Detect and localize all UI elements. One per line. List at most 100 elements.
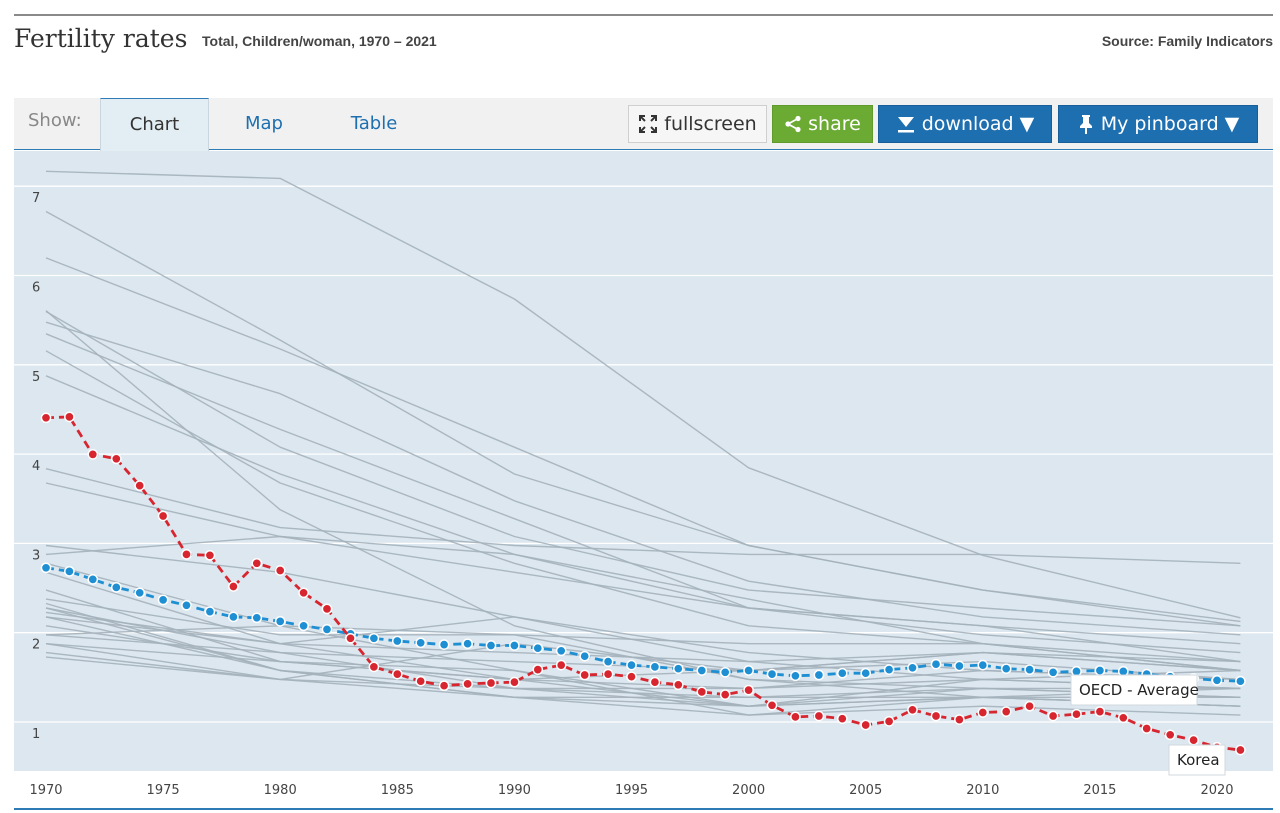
korea-point-1978[interactable] xyxy=(228,581,239,592)
oecd-average-point-1989[interactable] xyxy=(485,640,497,651)
oecd-average-point-1973[interactable] xyxy=(110,582,122,593)
korea-point-2016[interactable] xyxy=(1117,712,1129,724)
korea-point-1977[interactable] xyxy=(204,549,216,561)
korea-point-1999[interactable] xyxy=(719,689,731,700)
korea-point-2019[interactable] xyxy=(1188,734,1199,746)
korea-point-2000[interactable] xyxy=(743,684,754,696)
korea-point-1996[interactable] xyxy=(649,676,661,688)
korea-point-2015[interactable] xyxy=(1094,706,1106,717)
oecd-average-point-1984[interactable] xyxy=(368,632,380,644)
share-button[interactable]: share xyxy=(772,105,873,143)
korea-point-1998[interactable] xyxy=(696,686,708,698)
oecd-average-point-2021[interactable] xyxy=(1235,675,1246,687)
korea-point-2002[interactable] xyxy=(790,711,801,723)
oecd-average-point-1999[interactable] xyxy=(719,666,731,678)
pinboard-button[interactable]: My pinboard ▼ xyxy=(1058,105,1258,143)
korea-point-1982[interactable] xyxy=(321,603,333,615)
oecd-average-point-1996[interactable] xyxy=(649,661,661,673)
korea-point-1976[interactable] xyxy=(181,549,192,560)
oecd-average-point-1971[interactable] xyxy=(64,566,75,577)
oecd-average-point-1994[interactable] xyxy=(602,656,614,667)
oecd-average-point-1998[interactable] xyxy=(696,665,708,676)
oecd-average-point-1979[interactable] xyxy=(251,612,263,624)
korea-point-2007[interactable] xyxy=(907,704,918,716)
oecd-average-point-1991[interactable] xyxy=(532,642,544,654)
korea-point-2014[interactable] xyxy=(1071,708,1082,720)
korea-point-1979[interactable] xyxy=(251,557,263,569)
oecd-average-point-1987[interactable] xyxy=(438,639,450,650)
korea-point-1990[interactable] xyxy=(509,676,520,688)
oecd-average-point-2011[interactable] xyxy=(1000,663,1012,675)
oecd-average-point-1986[interactable] xyxy=(415,637,427,649)
oecd-average-point-2015[interactable] xyxy=(1094,665,1106,676)
oecd-average-point-2010[interactable] xyxy=(977,659,989,671)
korea-point-1988[interactable] xyxy=(462,678,473,690)
oecd-average-point-1985[interactable] xyxy=(391,635,403,647)
korea-point-2006[interactable] xyxy=(883,716,895,727)
oecd-average-point-2008[interactable] xyxy=(930,658,942,670)
oecd-average-point-1982[interactable] xyxy=(321,624,333,635)
korea-point-2010[interactable] xyxy=(977,707,989,718)
korea-point-2013[interactable] xyxy=(1047,710,1059,722)
oecd-average-point-2006[interactable] xyxy=(883,664,895,675)
korea-point-2009[interactable] xyxy=(954,714,965,725)
korea-point-1980[interactable] xyxy=(274,565,286,576)
korea-point-1983[interactable] xyxy=(345,632,356,644)
oecd-average-point-1972[interactable] xyxy=(87,574,99,585)
korea-point-1972[interactable] xyxy=(87,449,99,460)
oecd-average-point-1992[interactable] xyxy=(555,645,567,657)
korea-point-2011[interactable] xyxy=(1000,706,1012,717)
oecd-average-point-2013[interactable] xyxy=(1047,666,1059,678)
korea-point-2021[interactable] xyxy=(1235,744,1246,756)
oecd-average-point-1978[interactable] xyxy=(228,611,239,623)
oecd-average-point-1990[interactable] xyxy=(509,640,520,651)
korea-point-1997[interactable] xyxy=(672,679,684,691)
oecd-average-point-1970[interactable] xyxy=(40,562,52,574)
oecd-average-point-1974[interactable] xyxy=(134,587,146,599)
korea-point-1991[interactable] xyxy=(532,664,544,675)
korea-point-1985[interactable] xyxy=(391,668,403,680)
korea-point-2005[interactable] xyxy=(860,719,872,731)
korea-point-1995[interactable] xyxy=(626,671,637,683)
korea-point-1975[interactable] xyxy=(157,510,169,522)
korea-point-1970[interactable] xyxy=(40,412,52,424)
oecd-average-point-1997[interactable] xyxy=(672,663,684,675)
korea-point-1993[interactable] xyxy=(579,669,591,681)
oecd-average-point-2002[interactable] xyxy=(790,670,801,682)
oecd-average-point-2003[interactable] xyxy=(813,669,825,681)
oecd-average-point-1995[interactable] xyxy=(626,659,637,671)
oecd-average-point-2020[interactable] xyxy=(1211,674,1223,686)
korea-point-1987[interactable] xyxy=(438,680,450,692)
oecd-average-point-2005[interactable] xyxy=(860,667,872,679)
korea-point-1989[interactable] xyxy=(485,677,497,689)
korea-point-2018[interactable] xyxy=(1164,729,1176,741)
tab-table[interactable]: Table xyxy=(350,113,398,134)
korea-point-2017[interactable] xyxy=(1141,723,1153,734)
korea-point-1971[interactable] xyxy=(64,411,75,423)
oecd-average-point-2001[interactable] xyxy=(766,668,778,680)
oecd-average-point-2007[interactable] xyxy=(907,662,918,674)
korea-point-1981[interactable] xyxy=(298,587,309,599)
oecd-average-point-1975[interactable] xyxy=(157,594,169,606)
oecd-average-point-2009[interactable] xyxy=(954,660,965,672)
korea-point-1984[interactable] xyxy=(368,661,380,673)
oecd-average-point-1976[interactable] xyxy=(181,599,192,611)
korea-point-1992[interactable] xyxy=(555,659,567,671)
korea-point-1974[interactable] xyxy=(134,480,146,491)
oecd-average-point-1981[interactable] xyxy=(298,620,309,632)
oecd-average-point-1980[interactable] xyxy=(274,616,286,627)
oecd-average-point-1977[interactable] xyxy=(204,606,216,617)
korea-point-2003[interactable] xyxy=(813,710,825,722)
oecd-average-point-1993[interactable] xyxy=(579,650,591,662)
tab-map[interactable]: Map xyxy=(245,113,283,134)
korea-point-2001[interactable] xyxy=(766,699,778,711)
download-button[interactable]: download ▼ xyxy=(878,105,1052,143)
korea-point-1994[interactable] xyxy=(602,668,614,680)
korea-point-1973[interactable] xyxy=(110,453,122,465)
tab-chart[interactable]: Chart xyxy=(100,98,209,151)
korea-point-1986[interactable] xyxy=(415,675,427,687)
oecd-average-point-1988[interactable] xyxy=(462,638,473,650)
oecd-average-point-2012[interactable] xyxy=(1024,664,1035,675)
korea-point-2012[interactable] xyxy=(1024,700,1035,712)
fullscreen-button[interactable]: fullscreen xyxy=(628,105,767,143)
